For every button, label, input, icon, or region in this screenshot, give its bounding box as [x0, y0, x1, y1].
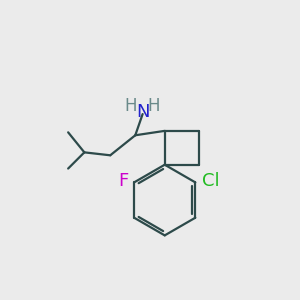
- Text: N: N: [136, 103, 149, 121]
- Text: F: F: [118, 172, 128, 190]
- Text: H: H: [148, 97, 160, 115]
- Text: Cl: Cl: [202, 172, 219, 190]
- Text: H: H: [124, 97, 136, 115]
